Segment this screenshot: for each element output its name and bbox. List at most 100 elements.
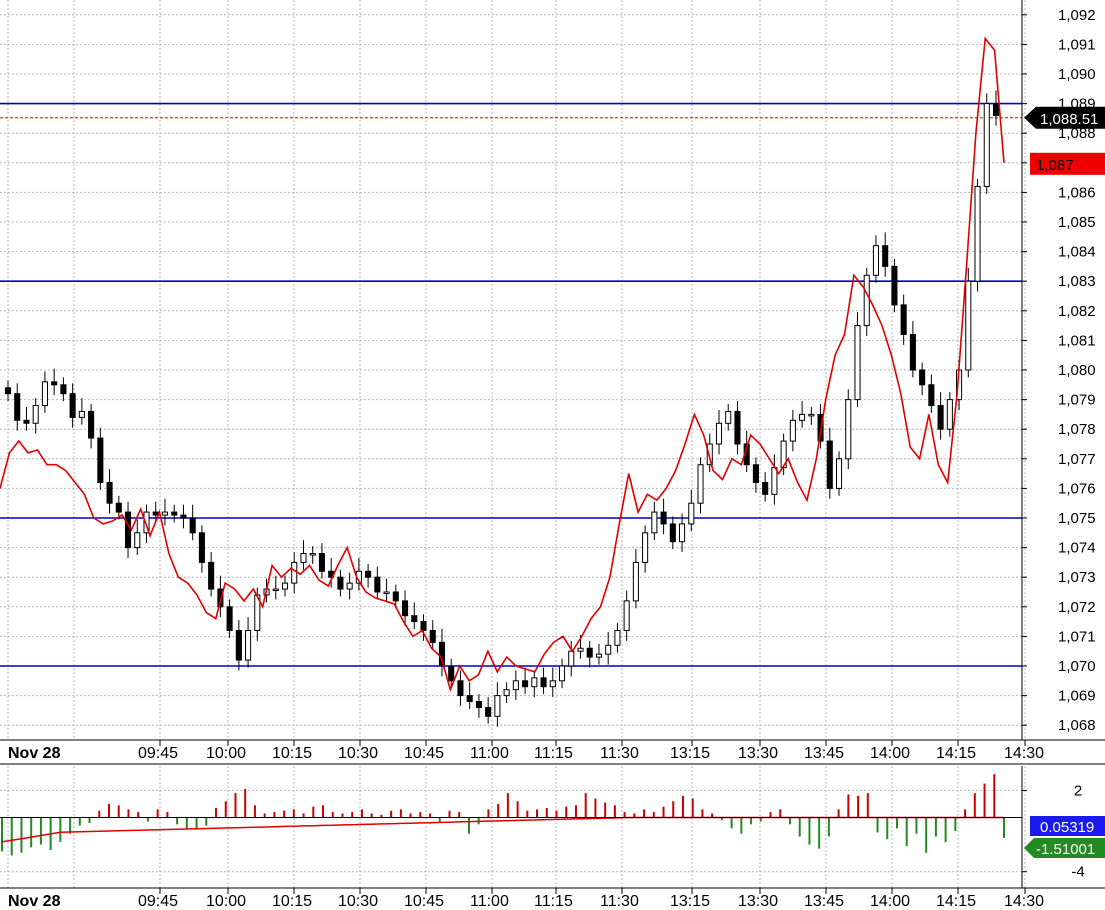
histogram-bar-positive: [360, 809, 363, 818]
price-tick-label: 1,070: [1058, 658, 1096, 675]
candle-down: [106, 481, 113, 504]
histogram-bar-negative: [146, 817, 149, 822]
histogram-bar-positive: [633, 813, 636, 818]
time-tick-label: 14:30: [1004, 893, 1044, 910]
histogram-bar-positive: [545, 808, 548, 818]
candle-down: [171, 511, 178, 516]
histogram-bar-positive: [973, 793, 976, 818]
histogram-bar-negative: [827, 817, 830, 837]
candlestick-series: [4, 90, 1000, 727]
price-tick-label: 1,072: [1058, 599, 1096, 616]
histogram-bar-negative: [78, 817, 81, 826]
time-tick-label: 13:15: [670, 893, 710, 910]
candle-down: [660, 511, 667, 525]
candle-up: [595, 653, 602, 658]
histogram-bar-positive: [215, 808, 218, 818]
candle-down: [208, 561, 215, 590]
candle-up: [974, 185, 981, 282]
candle-up: [771, 467, 778, 495]
time-tick-label: 11:30: [600, 745, 639, 762]
time-tick-label: 14:15: [936, 745, 976, 762]
candle-down: [928, 384, 935, 407]
histogram-bar-positive: [234, 793, 237, 818]
histogram-bar-negative: [176, 817, 179, 825]
candle-up: [946, 399, 953, 430]
price-tick-label: 1,088: [1058, 125, 1096, 142]
candle-down: [429, 629, 436, 643]
candle-up: [300, 553, 307, 563]
histogram-bar-positive: [322, 805, 325, 818]
price-tick-label: 1,077: [1058, 451, 1096, 468]
histogram-bar-positive: [604, 802, 607, 818]
candle-up: [568, 650, 575, 667]
histogram-bar-positive: [526, 810, 529, 818]
histogram-bar-positive: [652, 812, 655, 818]
candle-up: [725, 410, 732, 424]
histogram-bar-positive: [487, 809, 490, 818]
histogram-bar-positive: [127, 809, 130, 818]
histogram-bar-negative: [925, 817, 928, 853]
indicator-tick-label: -4: [1071, 864, 1084, 881]
candle-down: [457, 680, 464, 697]
candle-up: [134, 532, 141, 549]
candle-down: [152, 511, 159, 516]
candle-down: [752, 464, 759, 483]
histogram-bar-positive: [983, 783, 986, 818]
candle-down: [60, 384, 67, 395]
moving-average-line: [0, 36, 1005, 693]
histogram-bar-positive: [555, 810, 558, 818]
price-tick-label: 1,091: [1058, 36, 1096, 53]
histogram-bar-positive: [312, 806, 315, 818]
candle-down: [586, 647, 593, 658]
histogram-bar-positive: [613, 805, 616, 818]
time-tick-label: 14:00: [870, 893, 910, 910]
histogram-bar-positive: [331, 812, 334, 818]
time-tick-label: 13:45: [804, 745, 844, 762]
candle-down: [909, 333, 916, 371]
time-tick-label: 10:15: [272, 745, 312, 762]
candle-up: [965, 280, 972, 371]
candle-up: [245, 629, 252, 661]
time-tick-label: 13:45: [804, 893, 844, 910]
histogram-bar-positive: [536, 809, 539, 818]
histogram-bar-negative: [808, 817, 811, 845]
candle-up: [614, 629, 621, 646]
time-tick-label: 14:30: [1004, 745, 1044, 762]
price-tick-label: 1,073: [1058, 569, 1096, 586]
price-tick-label: 1,080: [1058, 362, 1096, 379]
time-tick-label: 14:00: [870, 745, 910, 762]
candle-down: [992, 103, 1000, 116]
histogram-bar-positive: [662, 806, 665, 818]
candle-down: [4, 387, 12, 395]
candle-up: [558, 665, 566, 682]
candle-up: [706, 443, 713, 466]
indicator-positive-label: 0.05319: [1040, 819, 1094, 836]
horizontal-levels: [0, 102, 1022, 667]
candle-down: [97, 437, 104, 483]
histogram-bar-positive: [837, 809, 840, 818]
histogram-bar-positive: [380, 814, 383, 818]
histogram-bar-positive: [137, 812, 140, 818]
histogram-bar-negative: [1003, 817, 1005, 838]
candle-up: [503, 689, 510, 697]
histogram-bar-negative: [467, 817, 470, 834]
indicator-negative-label: -1.51001: [1036, 841, 1095, 858]
date-label-main: Nov 28: [8, 745, 61, 762]
candle-up: [272, 588, 279, 592]
candle-up: [808, 413, 815, 417]
moving-average-series: [0, 36, 1005, 693]
histogram-bar-negative: [20, 817, 23, 853]
histogram-bar-positive: [623, 812, 626, 818]
histogram-bar-positive: [156, 809, 159, 818]
candle-down: [734, 410, 741, 445]
candle-down: [337, 576, 344, 590]
histogram-bar-positive: [98, 810, 101, 818]
time-tick-label: 10:15: [272, 893, 312, 910]
candle-up: [780, 440, 787, 469]
histogram-bar-positive: [448, 810, 451, 818]
time-tick-label: 11:30: [600, 893, 639, 910]
histogram-bar-positive: [866, 793, 869, 818]
candle-up: [531, 677, 538, 688]
time-tick-label: 10:30: [338, 893, 378, 910]
time-tick-label: 10:00: [206, 893, 246, 910]
